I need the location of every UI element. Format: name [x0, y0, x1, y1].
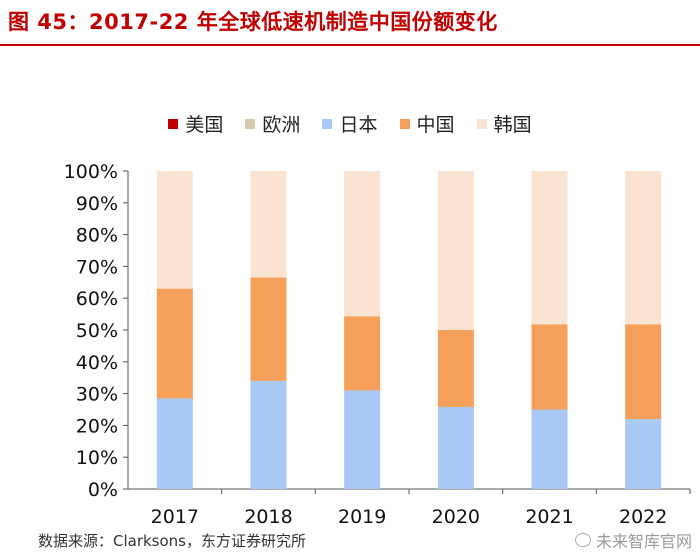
y-tick-label: 60% — [76, 288, 118, 310]
source-note: 数据来源：Clarksons，东方证券研究所 — [38, 532, 307, 550]
bar-segment-2017-3 — [156, 288, 193, 399]
bar-segment-2019-2 — [344, 390, 381, 489]
bar-segment-2018-3 — [250, 277, 287, 381]
y-tick-label: 90% — [76, 193, 118, 215]
bar-segment-2022-2 — [625, 419, 662, 489]
y-tick-label: 70% — [76, 256, 118, 278]
bar-segment-2018-4 — [250, 171, 287, 278]
legend-item-europe: 欧洲 — [245, 110, 300, 137]
legend-item-usa: 美国 — [168, 110, 223, 137]
x-tick-label: 2017 — [151, 506, 199, 528]
y-tick-label: 50% — [76, 320, 118, 342]
legend-label-korea: 韩国 — [493, 114, 532, 136]
legend-label-china: 中国 — [416, 114, 455, 136]
legend-swatch-usa — [168, 118, 179, 129]
y-tick-label: 0% — [88, 479, 118, 501]
title-underline — [0, 44, 700, 46]
bar-segment-2021-4 — [531, 171, 568, 325]
weibo-icon — [574, 533, 591, 547]
x-tick-label: 2019 — [338, 506, 386, 528]
y-tick-label: 10% — [76, 447, 118, 469]
chart-legend: 美国 欧洲 日本 中国 韩国 — [0, 110, 700, 137]
bar-segment-2017-4 — [156, 171, 193, 289]
bar-segment-2021-2 — [531, 409, 568, 489]
legend-label-usa: 美国 — [185, 114, 224, 136]
watermark-text: 未来智库官网 — [595, 532, 692, 551]
legend-label-japan: 日本 — [339, 114, 378, 136]
bar-segment-2019-3 — [344, 316, 381, 391]
bar-segment-2022-4 — [625, 171, 662, 325]
x-tick-label: 2020 — [432, 506, 480, 528]
legend-swatch-china — [399, 118, 410, 129]
bar-segment-2018-2 — [250, 380, 287, 489]
x-tick-label: 2021 — [525, 506, 573, 528]
bar-segment-2019-4 — [344, 171, 381, 317]
legend-item-japan: 日本 — [322, 110, 378, 137]
y-tick-label: 20% — [76, 415, 118, 437]
chart-title: 图 45：2017-22 年全球低速机制造中国份额变化 — [8, 10, 498, 34]
y-tick-label: 40% — [76, 352, 118, 374]
legend-item-china: 中国 — [399, 110, 455, 137]
bar-segment-2020-4 — [437, 171, 474, 330]
x-tick-label: 2022 — [619, 506, 667, 528]
bar-segment-2021-3 — [531, 324, 568, 410]
legend-item-korea: 韩国 — [476, 110, 532, 137]
bar-segment-2017-2 — [156, 398, 193, 489]
y-tick-label: 80% — [76, 225, 118, 247]
bar-segment-2022-3 — [625, 324, 662, 420]
legend-swatch-japan — [322, 118, 333, 129]
legend-swatch-korea — [476, 118, 487, 129]
legend-label-europe: 欧洲 — [262, 114, 301, 136]
watermark: 未来智库官网 — [574, 528, 692, 552]
bar-segment-2020-3 — [437, 330, 474, 407]
legend-swatch-europe — [245, 118, 256, 129]
y-tick-label: 30% — [76, 384, 118, 406]
bar-segment-2020-2 — [437, 406, 474, 489]
y-tick-label: 100% — [64, 161, 118, 183]
x-tick-label: 2018 — [244, 506, 292, 528]
